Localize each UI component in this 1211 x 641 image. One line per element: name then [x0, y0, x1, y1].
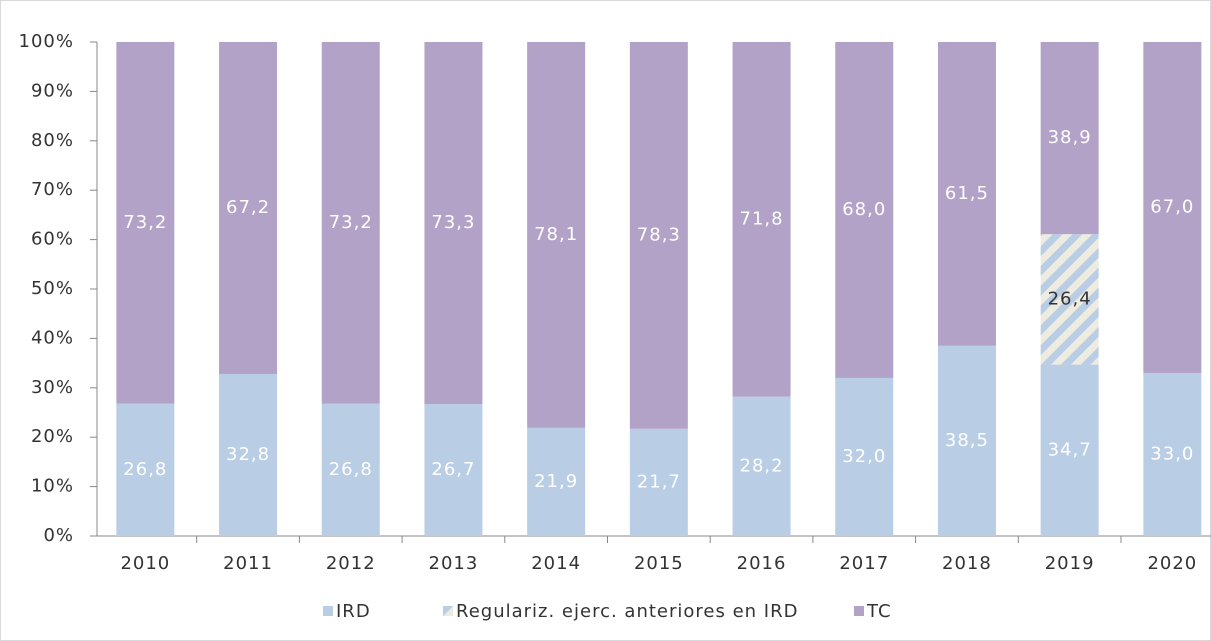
data-label: 26,7 [431, 459, 475, 480]
y-tick-label: 100% [19, 31, 74, 52]
data-label: 73,3 [431, 212, 475, 233]
y-tick-label: 60% [31, 229, 74, 250]
data-label: 32,8 [226, 444, 270, 465]
legend-label: TC [866, 601, 892, 622]
bar-segment [732, 42, 791, 397]
data-label: 73,2 [123, 212, 167, 233]
data-label: 21,9 [534, 471, 578, 492]
data-label: 73,2 [329, 212, 373, 233]
bar-segment [116, 42, 175, 404]
x-tick-label: 2020 [1147, 553, 1197, 574]
y-tick-label: 20% [31, 426, 74, 447]
bar-segment [835, 377, 894, 536]
legend-swatch [443, 606, 453, 616]
legend-swatch [323, 606, 333, 616]
bar-segment [219, 373, 278, 536]
x-tick-label: 2012 [326, 553, 376, 574]
x-tick-label: 2011 [223, 553, 273, 574]
x-tick-label: 2013 [429, 553, 479, 574]
bar-segment [1143, 42, 1202, 373]
bar-segment [1040, 364, 1099, 536]
legend-label: Regulariz. ejerc. anteriores en IRD [456, 601, 798, 622]
bar-segment [1040, 42, 1099, 235]
y-tick-label: 40% [31, 327, 74, 348]
data-label: 71,8 [740, 208, 784, 229]
bar-segment [321, 42, 380, 404]
data-label: 33,0 [1150, 443, 1194, 464]
data-label: 78,3 [637, 224, 681, 245]
y-tick-label: 30% [31, 377, 74, 398]
bar-segment [219, 42, 278, 374]
bar-segment [937, 345, 996, 536]
x-tick-label: 2014 [531, 553, 581, 574]
x-tick-label: 2019 [1045, 553, 1095, 574]
data-label: 34,7 [1048, 439, 1092, 460]
bar-segment [321, 403, 380, 536]
bar-segment [732, 396, 791, 536]
bar-segment [629, 42, 688, 429]
data-label: 67,0 [1150, 196, 1194, 217]
legend-label: IRD [336, 601, 371, 622]
bar-segment [1040, 234, 1099, 365]
data-label: 38,5 [945, 430, 989, 451]
bar-segment [527, 427, 586, 536]
data-label: 28,2 [740, 455, 784, 476]
data-label: 61,5 [945, 183, 989, 204]
y-tick-label: 80% [31, 130, 74, 151]
bar-segment [835, 42, 894, 378]
data-label: 26,8 [329, 459, 373, 480]
legend-swatch [854, 606, 864, 616]
bar-segment [937, 42, 996, 346]
data-label: 26,4 [1048, 288, 1092, 309]
data-label: 38,9 [1048, 127, 1092, 148]
x-tick-label: 2015 [634, 553, 684, 574]
x-tick-label: 2017 [839, 553, 889, 574]
data-label: 68,0 [842, 199, 886, 220]
y-tick-label: 90% [31, 80, 74, 101]
y-tick-label: 10% [31, 476, 74, 497]
data-label: 78,1 [534, 224, 578, 245]
bar-segment [424, 404, 483, 536]
bar-segment [527, 42, 586, 428]
data-label: 67,2 [226, 197, 270, 218]
bar-segment [1143, 372, 1202, 536]
bar-segment [116, 403, 175, 536]
x-tick-label: 2018 [942, 553, 992, 574]
data-label: 32,0 [842, 446, 886, 467]
y-tick-label: 50% [31, 278, 74, 299]
data-label: 21,7 [637, 471, 681, 492]
y-tick-label: 70% [31, 179, 74, 200]
bar-segment [424, 42, 483, 405]
bar-segment [629, 428, 688, 536]
data-label: 26,8 [123, 459, 167, 480]
y-tick-label: 0% [43, 525, 74, 546]
x-tick-label: 2010 [120, 553, 170, 574]
x-tick-label: 2016 [737, 553, 787, 574]
